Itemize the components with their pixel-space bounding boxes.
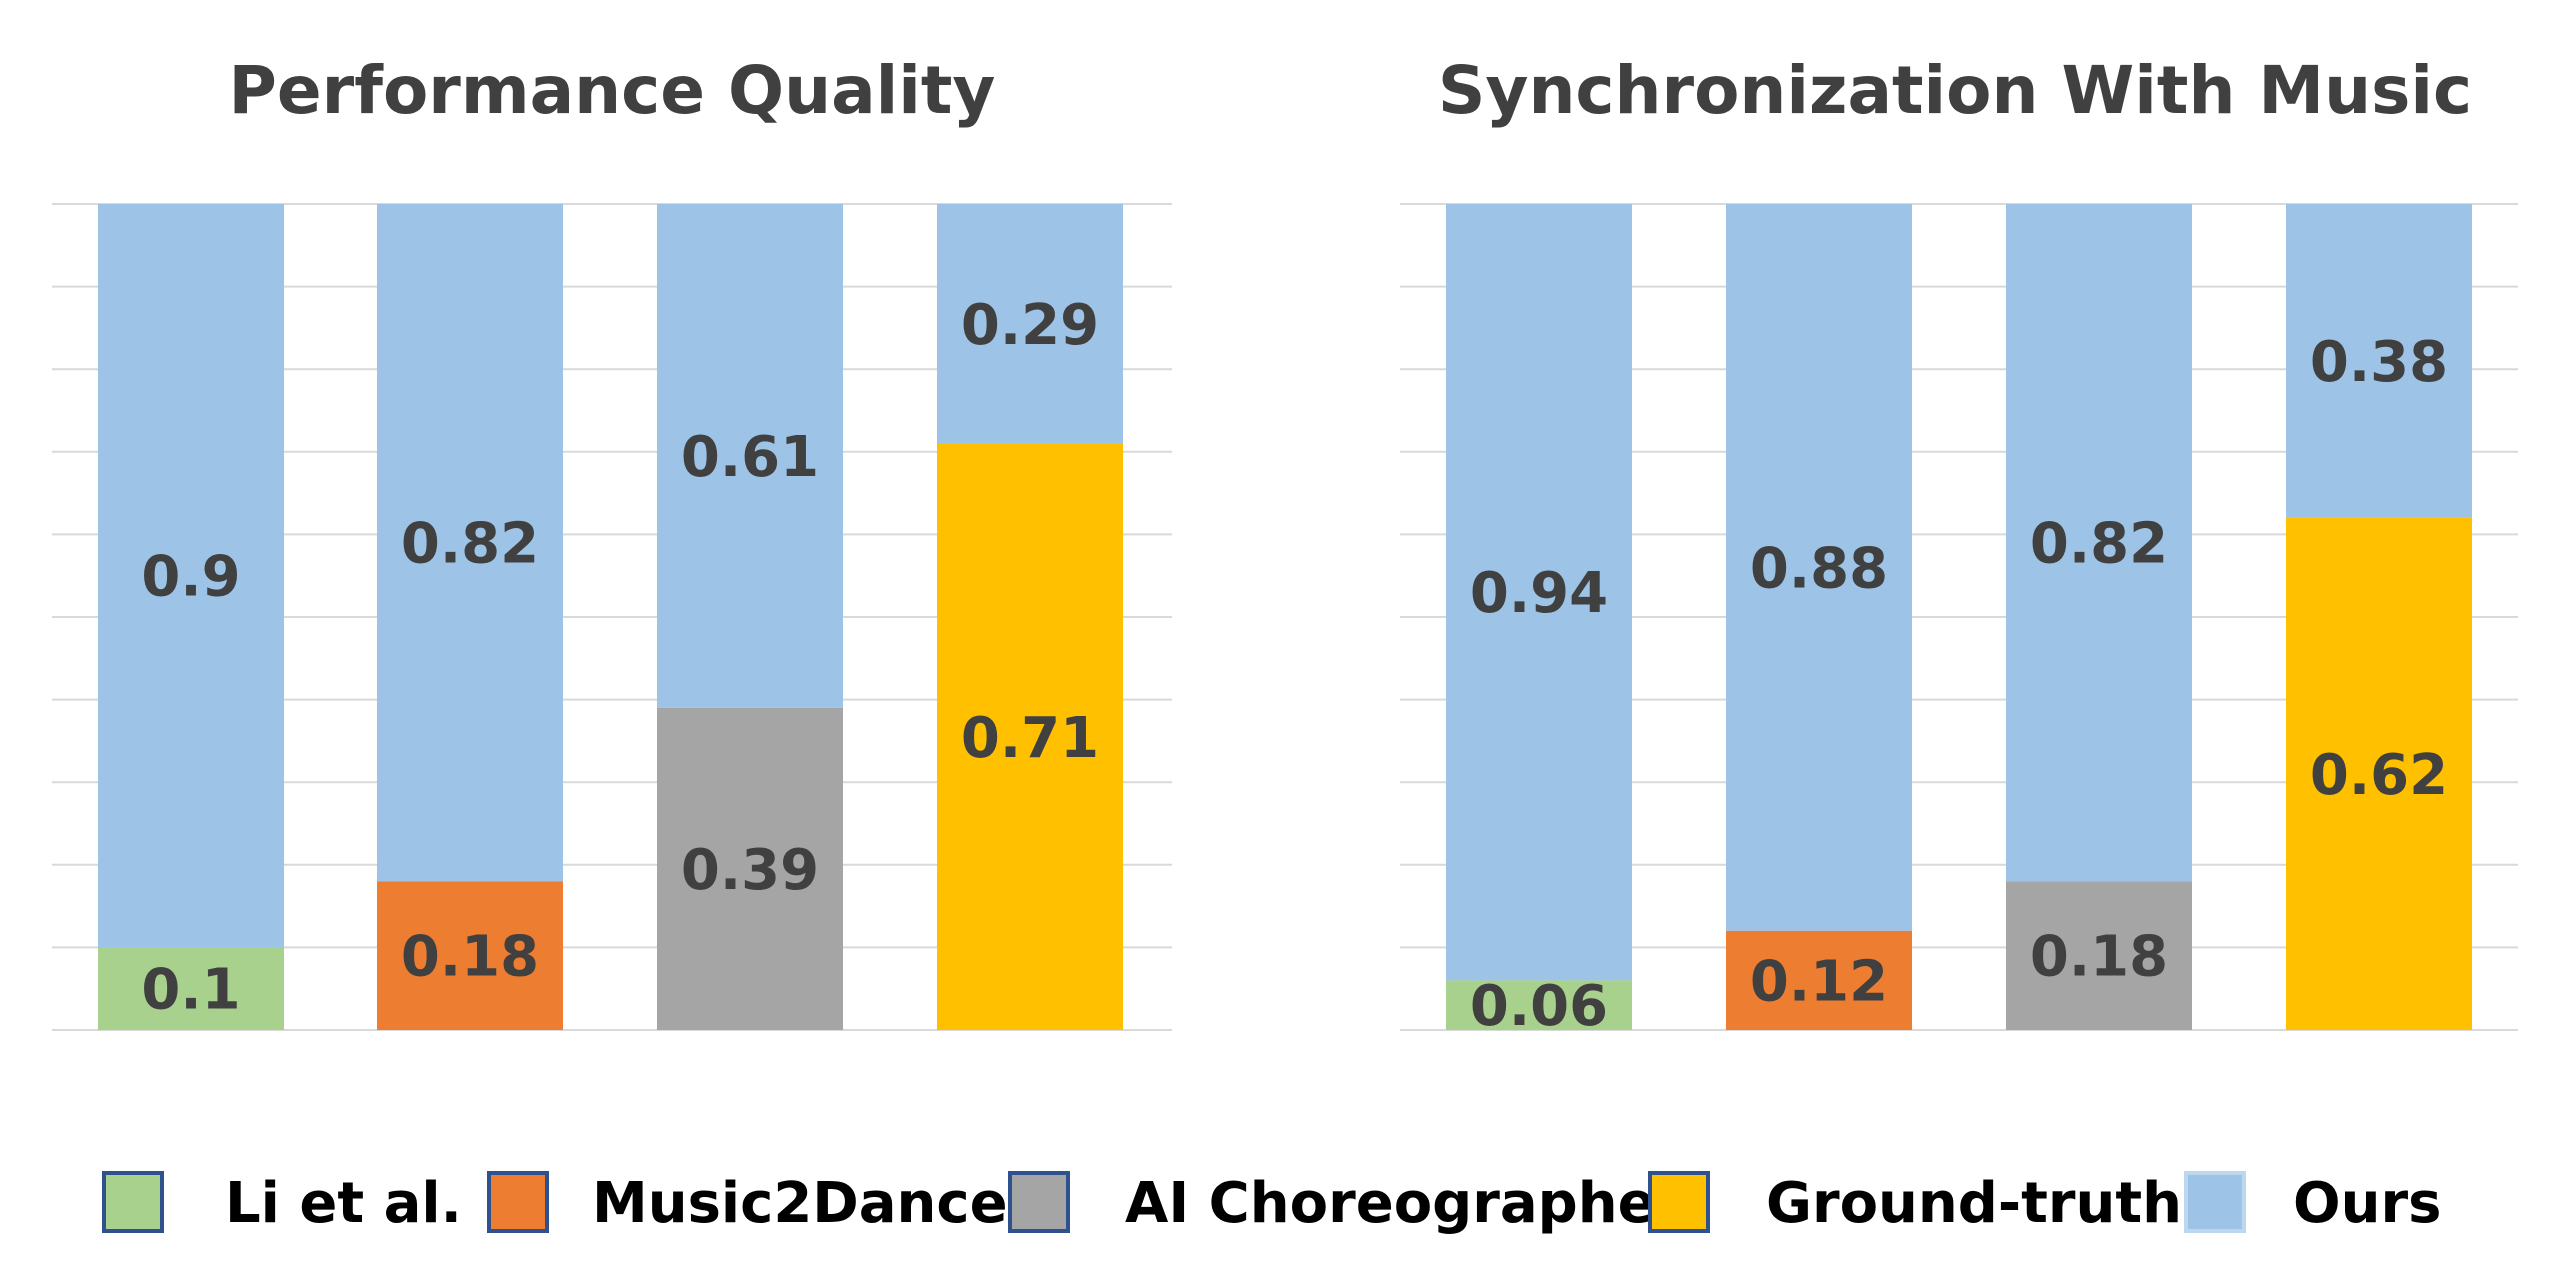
legend-swatch-ai-choreographer — [1008, 1171, 1070, 1233]
data-label-ours-ground-truth: 0.38 — [2310, 330, 2448, 395]
legend-swatch-ours — [2184, 1171, 2246, 1233]
bar-ground-truth — [2286, 517, 2472, 1030]
legend-swatch-ground-truth — [1648, 1171, 1710, 1233]
data-label-ours-music2dance: 0.88 — [1750, 536, 1888, 601]
bar-li-et-al — [98, 947, 284, 1030]
synchronization-bars: 0.94 0.06 0.88 0.12 0.82 0.18 0.38 0.62 — [1446, 204, 2472, 1039]
bar-ours-ground-truth — [937, 204, 1123, 444]
bar-ours-li-et-al — [1446, 204, 1632, 981]
data-label-ours-music2dance: 0.82 — [401, 512, 539, 577]
bar-ai-choreographer — [2006, 881, 2192, 1030]
bar-ours-li-et-al — [98, 204, 284, 948]
performance-quality-title: Performance Quality — [229, 52, 996, 129]
data-label-ours-ai-choreographer: 0.82 — [2030, 512, 2168, 577]
legend-label-ours: Ours — [2293, 1171, 2441, 1236]
data-label-music2dance: 0.12 — [1750, 949, 1888, 1014]
performance-quality-bars: 0.9 0.1 0.82 0.18 0.61 0.39 0.29 0.71 — [98, 204, 1123, 1030]
bar-ours-music2dance — [377, 204, 563, 882]
legend-label-li-et-al: Li et al. — [225, 1171, 462, 1236]
data-label-ours-ai-choreographer: 0.61 — [681, 425, 819, 490]
data-label-ai-choreographer: 0.39 — [681, 838, 819, 903]
bar-ours-ai-choreographer — [2006, 204, 2192, 882]
bar-li-et-al — [1446, 980, 1632, 1030]
synchronization-chart: Synchronization With Music 0.940.060.880… — [1400, 52, 2518, 1039]
synchronization-title: Synchronization With Music — [1438, 52, 2472, 129]
data-label-li-et-al: 0.1 — [141, 958, 240, 1023]
data-label-ours-ground-truth: 0.29 — [961, 293, 1099, 358]
data-label-ai-choreographer: 0.18 — [2030, 925, 2168, 990]
legend-swatch-li-et-al — [102, 1171, 164, 1233]
data-label-li-et-al: 0.06 — [1470, 974, 1608, 1039]
bar-ground-truth — [937, 443, 1123, 1030]
data-label-ours-li-et-al: 0.9 — [141, 545, 240, 610]
legend-label-music2dance: Music2Dance — [592, 1171, 1008, 1236]
legend: Li et al. Music2Dance AI Choreographer Grou… — [102, 1171, 2441, 1236]
bar-ours-ai-choreographer — [657, 204, 843, 708]
bar-ai-choreographer — [657, 707, 843, 1030]
legend-label-ai-choreographer: AI Choreographer — [1125, 1171, 1684, 1236]
data-label-ours-li-et-al: 0.94 — [1470, 561, 1608, 626]
bar-ours-music2dance — [1726, 204, 1912, 931]
data-label-music2dance: 0.18 — [401, 925, 539, 990]
legend-swatch-music2dance — [487, 1171, 549, 1233]
bar-music2dance — [1726, 930, 1912, 1030]
bar-ours-ground-truth — [2286, 204, 2472, 518]
performance-quality-chart: Performance Quality 0.90.10.820.180.610.… — [52, 52, 1172, 1031]
data-label-ground-truth: 0.62 — [2310, 743, 2448, 808]
legend-label-ground-truth: Ground-truth — [1766, 1171, 2182, 1236]
bar-music2dance — [377, 881, 563, 1030]
data-label-ground-truth: 0.71 — [961, 706, 1099, 771]
